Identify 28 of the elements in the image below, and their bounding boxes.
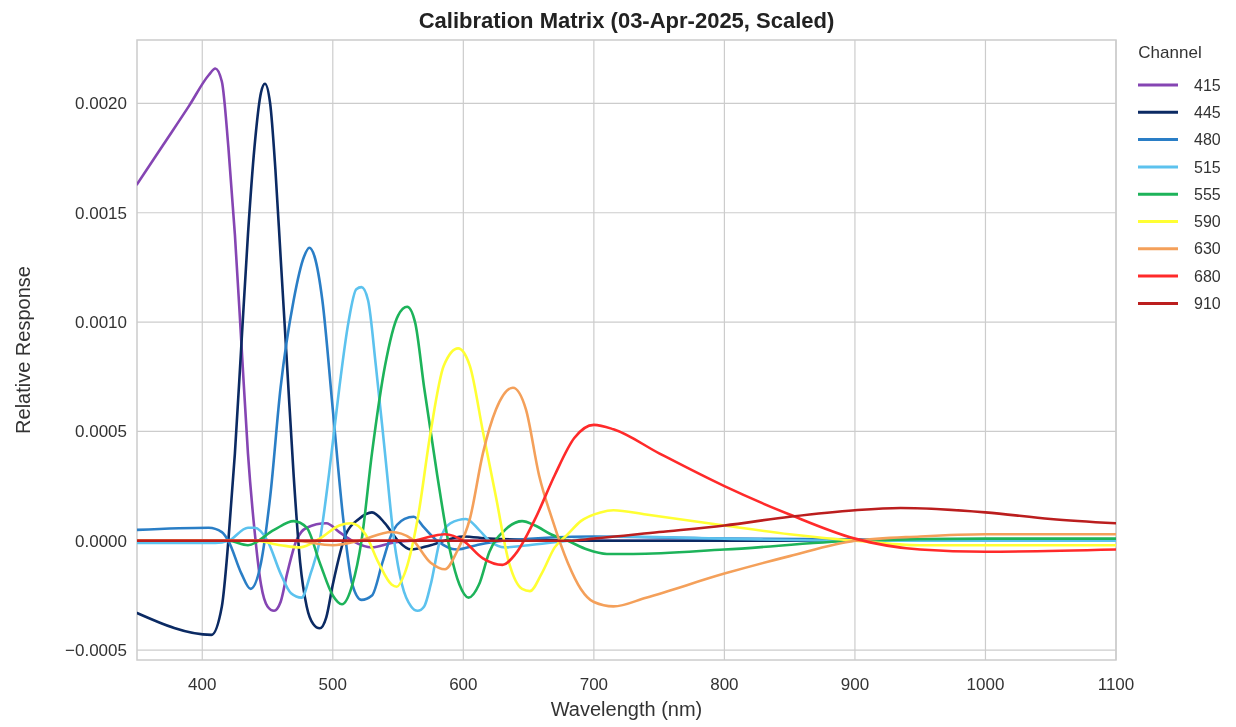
y-tick-label: 0.0010 (75, 313, 127, 333)
y-tick-label: −0.0005 (65, 641, 127, 661)
x-tick-label: 700 (579, 675, 609, 694)
legend-label: 555 (1194, 185, 1221, 203)
y-tick-label: 0.0020 (75, 94, 127, 114)
y-tick-label: 0.0005 (75, 422, 127, 442)
x-tick-label: 600 (449, 675, 478, 694)
legend-label: 630 (1194, 240, 1221, 258)
x-tick-label: 1000 (966, 675, 1005, 694)
legend-title: Channel (1138, 43, 1202, 62)
x-tick-label: 1100 (1097, 675, 1135, 694)
y-axis-title: Relative Response (12, 266, 34, 434)
y-tick-label: 0.0015 (75, 203, 127, 223)
x-axis-title: Wavelength (nm) (550, 698, 703, 720)
legend-label: 480 (1194, 131, 1221, 149)
legend-label: 910 (1194, 295, 1221, 312)
legend-label: 445 (1194, 103, 1221, 121)
x-tick-label: 900 (840, 675, 870, 694)
x-tick-label: 400 (188, 675, 217, 694)
legend-label: 680 (1194, 267, 1221, 285)
legend-label: 415 (1194, 76, 1221, 94)
x-tick-label: 500 (318, 675, 347, 694)
y-tick-label: 0.0000 (75, 531, 127, 551)
legend-label: 590 (1194, 213, 1221, 231)
chart-title: Calibration Matrix (03-Apr-2025, Scaled) (418, 8, 835, 33)
legend-label: 515 (1194, 158, 1221, 176)
x-tick-label: 800 (710, 675, 739, 694)
line-series (137, 506, 1116, 543)
